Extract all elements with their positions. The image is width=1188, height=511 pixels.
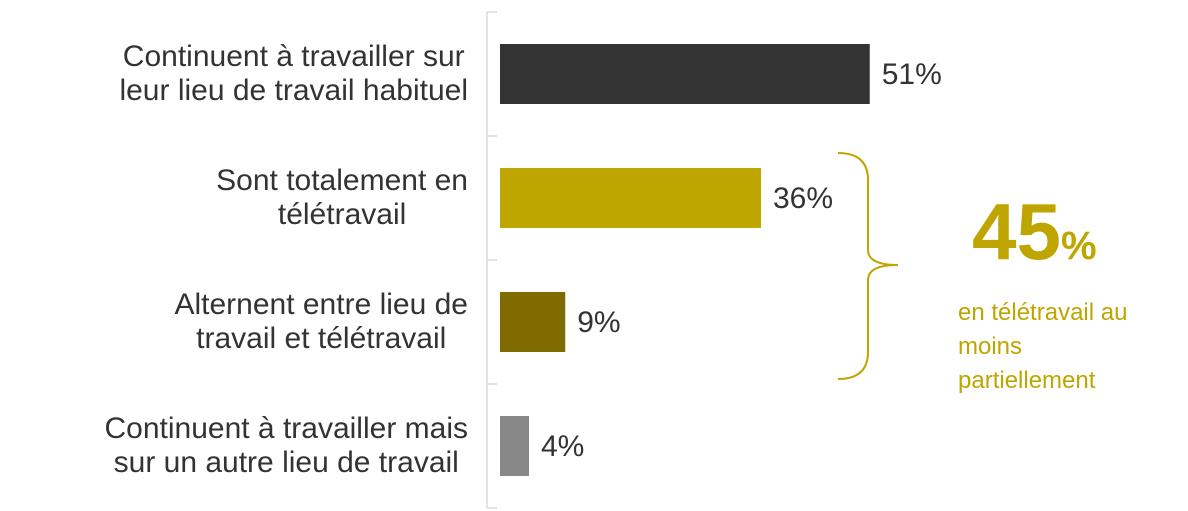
value-label: 4% [541, 430, 584, 463]
category-text: Alternent entre lieu de travail et télét… [174, 288, 468, 355]
annotation-text: en télétravail au moins partiellement [958, 299, 1128, 394]
category-label: Sont totalement en télétravail [0, 136, 468, 260]
bar [500, 168, 761, 228]
big-unit: % [1060, 224, 1097, 268]
category-label: Continuent à travailler mais sur un autr… [0, 384, 468, 508]
category-label: Continuent à travailler sur leur lieu de… [0, 12, 468, 136]
bracket [837, 152, 899, 380]
bar [500, 416, 529, 476]
category-label: Alternent entre lieu de travail et télét… [0, 260, 468, 384]
annotation-number: 45% [972, 186, 1097, 278]
category-text: Continuent à travailler sur leur lieu de… [119, 40, 468, 107]
value-label: 36% [773, 182, 833, 215]
bar [500, 44, 870, 104]
big-number: 45 [972, 187, 1061, 276]
value-label: 9% [577, 306, 620, 339]
category-text: Continuent à travailler mais sur un autr… [104, 412, 468, 479]
value-label: 51% [882, 58, 942, 91]
category-text: Sont totalement en télétravail [216, 164, 468, 231]
bar [500, 292, 566, 352]
